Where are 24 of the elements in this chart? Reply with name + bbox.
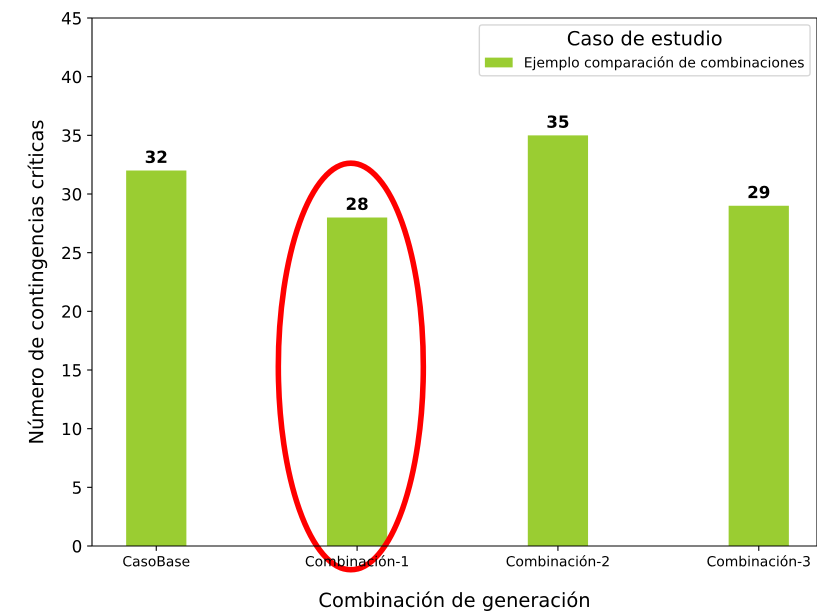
y-axis-title: Número de contingencias críticas [28,120,48,443]
y-tick-label: 45 [62,12,81,25]
y-tick-label: 35 [62,129,81,142]
data-label: 35 [547,115,568,128]
bar [126,170,186,546]
x-tick-label: Combinación-2 [506,555,609,566]
y-tick-label: 15 [62,364,81,377]
legend-title: Caso de estudio [568,30,722,46]
y-tick-label: 20 [62,305,82,318]
x-axis-title: Combinación de generación [319,591,589,611]
y-tick-label: 30 [62,188,82,201]
y-tick-label: 25 [62,246,81,260]
data-label: 28 [346,197,368,210]
legend-label: Ejemplo comparación de combinaciones [525,56,804,70]
data-label: 29 [748,186,770,198]
x-tick-label: CasoBase [123,556,190,566]
y-tick-label: 40 [62,70,82,84]
x-tick-label: Combinación-3 [707,555,810,566]
y-tick-label: 0 [72,540,82,553]
y-tick-label: 10 [62,422,82,436]
y-tick-label: 5 [72,482,81,494]
bar [728,206,789,546]
bar [528,135,588,546]
data-label: 32 [146,150,166,164]
